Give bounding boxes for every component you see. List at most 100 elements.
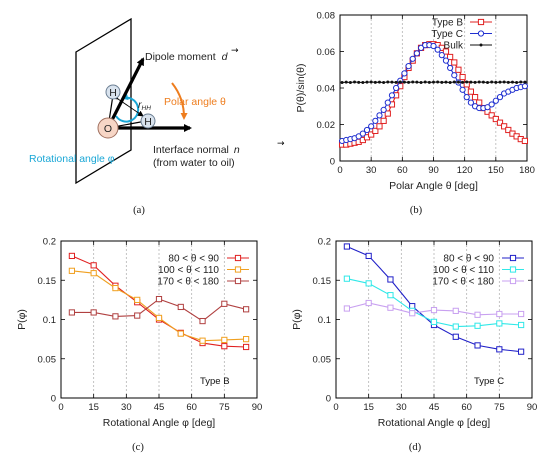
- caption-d: (d): [409, 442, 422, 453]
- oxygen-label: O: [104, 123, 112, 135]
- caption-c: (c): [132, 442, 144, 453]
- rhh-label: rHH: [138, 99, 151, 112]
- data-point-b-1: [451, 59, 458, 66]
- x-tick-label-c: 15: [88, 402, 99, 413]
- hydrogen-label-2: H: [144, 116, 152, 128]
- y-tick-label-b: 0.06: [317, 47, 336, 58]
- data-point-b-3: [415, 80, 419, 84]
- legend-marker-b-2: [477, 30, 485, 37]
- y-tick-label-c: 0.05: [38, 354, 57, 365]
- caption-a: (a): [133, 205, 145, 216]
- y-axis-label-b: P(θ)/sin(θ): [295, 63, 307, 112]
- data-point-b-2: [451, 72, 458, 79]
- data-point-b-3: [394, 80, 398, 84]
- data-point-b-3: [411, 80, 415, 84]
- data-point-d-2: [452, 323, 459, 330]
- data-point-b-1: [488, 112, 495, 119]
- legend-label-c-1: 80 < θ < 90: [168, 254, 219, 265]
- data-point-b-2: [401, 70, 408, 77]
- data-point-b-3: [477, 80, 481, 84]
- data-point-b-3: [377, 80, 381, 84]
- data-point-b-3: [361, 81, 365, 85]
- y-tick-label-d: 0.05: [313, 354, 332, 365]
- data-point-b-3: [444, 80, 448, 84]
- series-c-3: [68, 295, 250, 325]
- y-axis-label-c: P(φ): [16, 309, 28, 330]
- data-point-b-3: [423, 80, 427, 84]
- x-tick-label-b: 150: [488, 165, 504, 176]
- data-point-d-1: [474, 342, 481, 349]
- x-tick-label-c: 0: [58, 402, 63, 413]
- chart-b: 0 30 60 90 120 150 180 0 0.02 0.04 0.06 0.08 Polar A…: [295, 11, 535, 193]
- data-point-b-2: [380, 106, 387, 114]
- data-point-b-3: [502, 80, 506, 84]
- x-tick-label-b: 90: [428, 165, 439, 176]
- data-point-b-2: [492, 97, 499, 104]
- chart-c: 0 15 30 45 60 75 90 0 0.05 0.1 0.15 0.2 Rotational A…: [16, 237, 262, 430]
- data-point-c-2: [68, 267, 75, 274]
- y-tick-label-d: 0.2: [318, 237, 331, 248]
- data-point-b-1: [501, 123, 508, 130]
- interface-plane: [75, 17, 132, 185]
- polar-angle-arc: [171, 82, 188, 120]
- data-point-c-1: [221, 343, 228, 350]
- data-point-b-1: [372, 127, 379, 134]
- data-point-b-2: [355, 133, 362, 140]
- data-point-d-1: [387, 276, 394, 283]
- legend-label-d-3: 170 < θ < 180: [432, 277, 494, 288]
- data-point-d-2: [474, 322, 481, 329]
- data-point-b-1: [505, 126, 512, 134]
- y-tick-label-c: 0.1: [43, 315, 56, 326]
- x-tick-label-d: 90: [527, 402, 538, 413]
- data-point-c-2: [177, 330, 184, 337]
- data-point-d-3: [452, 307, 459, 314]
- data-point-b-3: [481, 80, 485, 84]
- y-tick-label-c: 0: [51, 394, 56, 405]
- chart-d: 0 15 30 45 60 75 90 0 0.05 0.1 0.15 0.2 Rotational A…: [291, 237, 537, 430]
- legend-marker-c-1: [234, 254, 242, 262]
- x-tick-label-d: 60: [461, 402, 472, 413]
- data-point-b-3: [407, 80, 411, 84]
- data-point-b-2: [405, 63, 412, 70]
- data-point-b-3: [515, 81, 519, 85]
- series-d-2: [343, 275, 525, 330]
- data-point-b-3: [348, 81, 352, 85]
- data-point-c-1: [90, 262, 97, 269]
- data-point-c-3: [221, 300, 228, 307]
- data-point-b-2: [413, 50, 420, 57]
- data-point-b-3: [353, 80, 357, 84]
- data-point-b-3: [494, 80, 498, 84]
- data-point-b-1: [496, 119, 504, 126]
- data-point-c-3: [134, 312, 141, 319]
- x-tick-label-b: 120: [457, 165, 473, 176]
- data-point-d-2: [518, 321, 525, 329]
- data-point-d-3: [496, 310, 503, 318]
- annotation-d: Type C: [474, 376, 504, 387]
- dipole-vec-arrow: →: [231, 46, 239, 56]
- legend-marker-b-3: [479, 43, 483, 47]
- legend-marker-d-2: [509, 266, 517, 273]
- rotational-angle-arc: [115, 93, 140, 123]
- x-tick-label-d: 75: [494, 402, 505, 413]
- legend-label-c-3: 170 < θ < 180: [157, 277, 219, 288]
- data-point-b-1: [455, 66, 462, 73]
- series-d-1: [343, 243, 525, 355]
- data-point-b-3: [461, 80, 465, 84]
- x-tick-label-c: 75: [219, 402, 230, 413]
- data-point-b-3: [506, 80, 510, 84]
- dipole-label: Dipole moment d: [145, 51, 229, 63]
- data-point-d-2: [496, 320, 503, 327]
- hydrogen-label-1: H: [109, 87, 117, 99]
- legend-marker-d-1: [509, 254, 517, 262]
- data-point-b-2: [409, 55, 416, 62]
- data-point-b-3: [519, 80, 523, 84]
- data-point-b-3: [490, 80, 494, 84]
- data-point-b-1: [384, 110, 391, 117]
- y-tick-label-c: 0.15: [38, 276, 57, 287]
- x-tick-label-d: 0: [333, 402, 338, 413]
- data-point-b-2: [359, 130, 366, 137]
- y-tick-label-d: 0.1: [318, 315, 331, 326]
- data-point-b-3: [456, 80, 460, 84]
- data-point-b-3: [398, 80, 402, 84]
